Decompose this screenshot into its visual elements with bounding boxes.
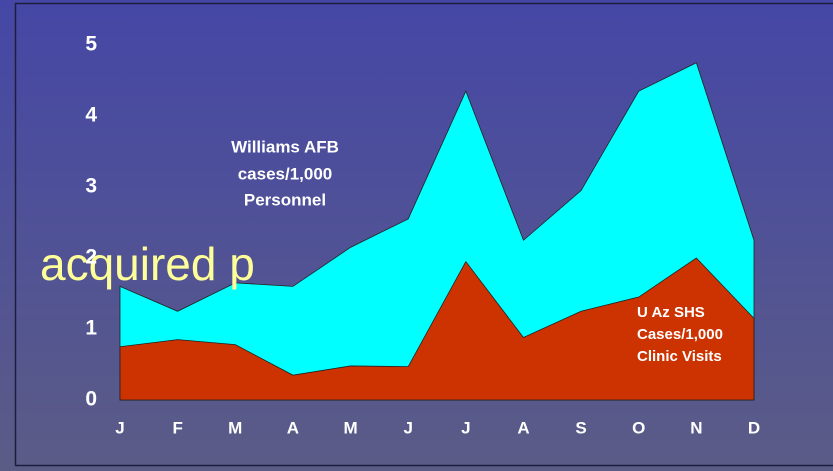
y-tick-label: 2 — [85, 246, 97, 269]
y-tick-label: 3 — [85, 175, 97, 198]
y-tick-label: 0 — [85, 388, 97, 411]
annotation: Williams AFB — [231, 137, 339, 156]
x-tick-label: A — [287, 418, 299, 437]
x-tick-label: J — [461, 418, 470, 437]
x-tick-label: O — [632, 418, 645, 437]
annotation: Cases/1,000 — [637, 326, 723, 343]
labels: 0 1 2 3 4 5 J F M A M J J A S O N D Williams AFB cases/1,00… — [85, 33, 760, 438]
x-tick-label: M — [228, 418, 242, 437]
x-tick-label: N — [690, 418, 702, 437]
overlay-text: acquired p — [40, 238, 255, 290]
x-tick-label: S — [575, 418, 586, 437]
annotation: cases/1,000 — [238, 164, 333, 183]
y-tick-label: 1 — [85, 317, 97, 340]
x-tick-label: F — [172, 418, 182, 437]
frame — [14, 2, 833, 467]
x-tick-label: M — [343, 418, 357, 437]
y-tick-label: 4 — [85, 104, 97, 127]
x-tick-label: J — [115, 418, 124, 437]
y-tick-label: 5 — [85, 33, 97, 56]
area — [119, 257, 755, 401]
annotation: U Az SHS — [637, 304, 705, 321]
plot-area — [119, 62, 755, 401]
annotation: Clinic Visits — [637, 348, 722, 365]
x-tick-label: J — [403, 418, 412, 437]
x-tick-label: A — [517, 418, 529, 437]
annotation: Personnel — [244, 190, 326, 209]
x-tick-label: D — [748, 418, 760, 437]
